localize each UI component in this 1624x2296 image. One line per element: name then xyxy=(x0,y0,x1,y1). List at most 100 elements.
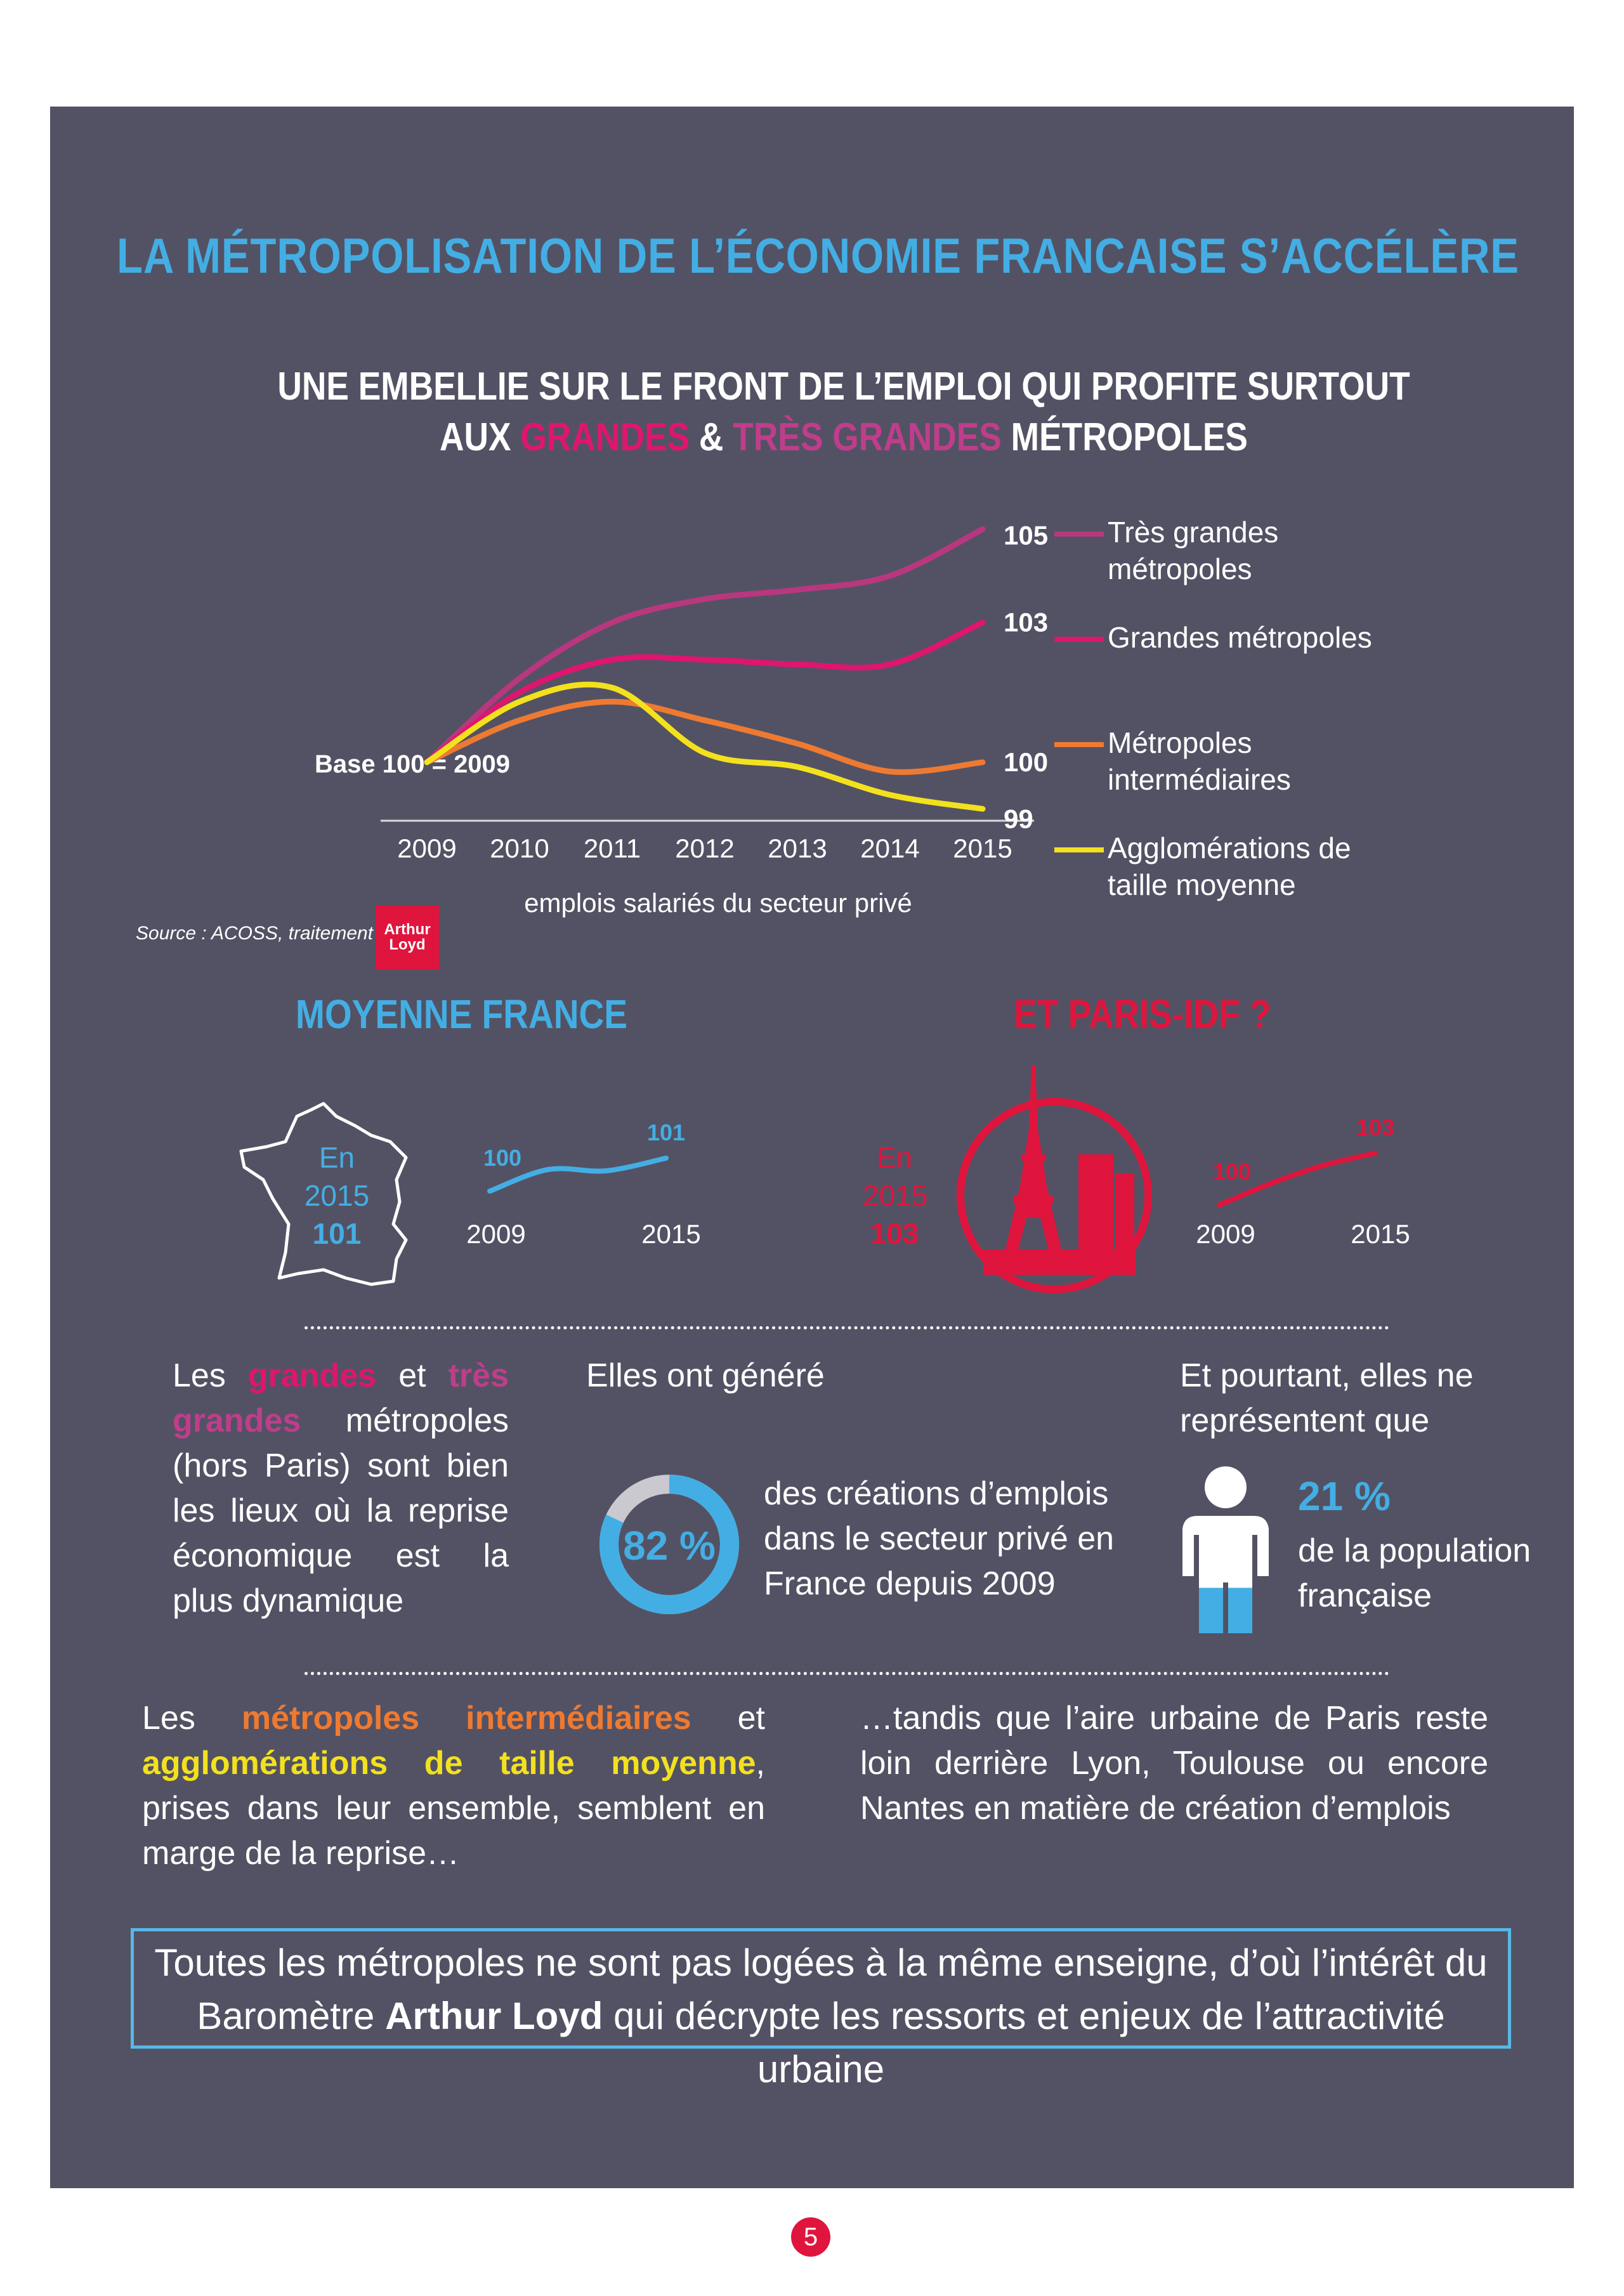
col2-text: des créations d’emplois dans le secteur … xyxy=(764,1475,1115,1602)
bl-et: et xyxy=(737,1700,766,1737)
col1-et: et xyxy=(398,1357,426,1394)
paris-value-block: En 2015 103 xyxy=(863,1138,928,1253)
col1-grandes: grandes xyxy=(247,1357,377,1394)
france-value: 101 xyxy=(312,1217,362,1250)
col3-percent: 21 % xyxy=(1298,1473,1391,1519)
series-end-label: 100 xyxy=(1004,747,1048,777)
bl-intermediaires: intermédiaires xyxy=(466,1700,691,1737)
x-tick-label: 2014 xyxy=(860,833,919,863)
x-tick-label: 2011 xyxy=(584,833,641,863)
paris-heading: ET PARIS-IDF ? xyxy=(1014,991,1271,1037)
x-axis-label: emplois salariés du secteur privé xyxy=(524,888,912,918)
base-annotation: Base 100 = 2009 xyxy=(315,750,510,778)
conclusion-post: qui décrypte les ressorts et enjeux de l… xyxy=(603,1995,1445,2091)
series-line xyxy=(424,526,986,766)
mini-x-tick-label: 2015 xyxy=(1351,1219,1410,1249)
subtitle-grandes: GRANDES xyxy=(520,415,690,459)
arthur-loyd-logo: Arthur Loyd xyxy=(376,906,439,969)
col2-intro: Elles ont généré xyxy=(586,1357,825,1394)
x-tick-label: 2009 xyxy=(397,833,456,863)
subtitle-end: MÉTROPOLES xyxy=(1001,415,1248,459)
col1-les: Les xyxy=(173,1357,226,1394)
france-map-icon xyxy=(239,1102,408,1286)
col3-text: de la population française xyxy=(1298,1532,1531,1614)
paris-value: 103 xyxy=(870,1217,919,1250)
x-tick-label: 2013 xyxy=(768,833,827,863)
conclusion-text: Toutes les métropoles ne sont pas logées… xyxy=(134,1931,1508,2096)
mini-start-label: 100 xyxy=(483,1145,521,1171)
subtitle-tres-grandes: TRÈS GRANDES xyxy=(733,415,1002,459)
mini-start-label: 100 xyxy=(1213,1159,1251,1185)
dotted-divider-top xyxy=(304,1326,1389,1329)
subtitle-amp: & xyxy=(690,415,733,459)
legend-label-line: intermédiaires xyxy=(1108,763,1291,796)
col1-grandes2: grandes xyxy=(173,1402,301,1439)
x-tick-label: 2015 xyxy=(953,833,1012,863)
col1-tres: très xyxy=(448,1357,509,1394)
mini-x-tick-label: 2015 xyxy=(641,1219,700,1249)
series-end-label: 99 xyxy=(1004,804,1033,833)
legend-label: Agglomérations de taille moyenne xyxy=(1108,830,1374,903)
donut-percent-label: 82 % xyxy=(623,1523,716,1569)
legend-swatch xyxy=(1054,847,1104,852)
x-tick-label: 2012 xyxy=(675,833,734,863)
conclusion-line-2: Baromètre Arthur Loyd qui décrypte les r… xyxy=(134,1990,1508,2096)
col3-intro: Et pourtant, elles ne représentent que xyxy=(1180,1357,1474,1439)
bl-les: Les xyxy=(142,1700,195,1737)
legend-label-line: Très grandes xyxy=(1108,516,1279,549)
mini-x-tick-label: 2009 xyxy=(1196,1219,1255,1249)
legend-label: Grandes métropoles xyxy=(1108,619,1374,656)
logo-line-2: Loyd xyxy=(389,936,426,953)
series-line xyxy=(424,619,986,766)
col1-rest: métropoles (hors Paris) sont bien les li… xyxy=(173,1402,509,1619)
bottom-right-text: …tandis que l’aire urbaine de Paris rest… xyxy=(860,1700,1488,1827)
conclusion-line-1: Toutes les métropoles ne sont pas logées… xyxy=(154,1941,1488,1984)
subtitle-line-1: UNE EMBELLIE SUR LE FRONT DE L’EMPLOI QU… xyxy=(277,365,1410,408)
donut-82-chart xyxy=(599,1475,739,1614)
series-line xyxy=(424,681,986,812)
series-line xyxy=(424,698,986,775)
bottom-left-text: Les métropoles intermédiaires et agglomé… xyxy=(142,1696,765,1876)
subtitle-aux: AUX xyxy=(440,415,521,459)
france-en: En xyxy=(318,1141,355,1174)
france-value-block: En 2015 101 xyxy=(302,1138,372,1253)
person-icon xyxy=(1182,1466,1269,1633)
conclusion-box: Toutes les métropoles ne sont pas logées… xyxy=(131,1928,1511,2091)
logo-line-1: Arthur xyxy=(384,921,431,938)
legend-label-line: Agglomérations de xyxy=(1108,832,1351,864)
bl-metropoles: métropoles xyxy=(241,1700,420,1737)
legend-label-line: Métropoles xyxy=(1108,726,1252,759)
bl-agglo: agglomérations de taille moyenne xyxy=(142,1745,756,1782)
legend-swatch xyxy=(1054,742,1104,747)
mini-series-line xyxy=(487,1156,669,1194)
legend-label-line: taille moyenne xyxy=(1108,868,1296,901)
legend-swatch xyxy=(1054,637,1104,642)
page-number-badge: 5 xyxy=(791,2217,830,2257)
page-subtitle: UNE EMBELLIE SUR LE FRONT DE L’EMPLOI QU… xyxy=(271,362,1417,463)
dotted-divider-bottom xyxy=(304,1672,1389,1675)
paris-en: En xyxy=(876,1141,913,1174)
series-end-label: 105 xyxy=(1004,520,1048,550)
legend-swatch xyxy=(1054,532,1104,537)
bl-rest: , prises dans leur ensemble, semblent en… xyxy=(142,1745,765,1872)
paris-year: 2015 xyxy=(863,1179,928,1212)
source-text: Source : ACOSS, traitement xyxy=(136,923,374,944)
legend-label: Très grandes métropoles xyxy=(1108,514,1374,587)
infographic-panel xyxy=(50,107,1574,2188)
france-heading: MOYENNE FRANCE xyxy=(296,991,627,1037)
eiffel-notre-dame-icon xyxy=(957,1066,1152,1293)
legend-label: Métropoles intermédiaires xyxy=(1108,724,1374,798)
x-tick-label: 2010 xyxy=(490,833,549,863)
legend-label-line: métropoles xyxy=(1108,552,1252,585)
mini-end-label: 101 xyxy=(647,1119,685,1145)
conclusion-brand: Arthur Loyd xyxy=(385,1995,603,2037)
page-title: LA MÉTROPOLISATION DE L’ÉCONOMIE FRANCAI… xyxy=(117,228,1519,284)
france-year: 2015 xyxy=(304,1179,370,1212)
mini-x-tick-label: 2009 xyxy=(466,1219,525,1249)
mini-series-line xyxy=(1217,1151,1378,1208)
mini-end-label: 103 xyxy=(1356,1114,1394,1140)
col1-text: Les grandes et très grandes métropoles (… xyxy=(173,1353,509,1624)
series-end-label: 103 xyxy=(1004,607,1048,637)
subtitle-line-2: AUX GRANDES & TRÈS GRANDES MÉTROPOLES xyxy=(271,412,1417,463)
